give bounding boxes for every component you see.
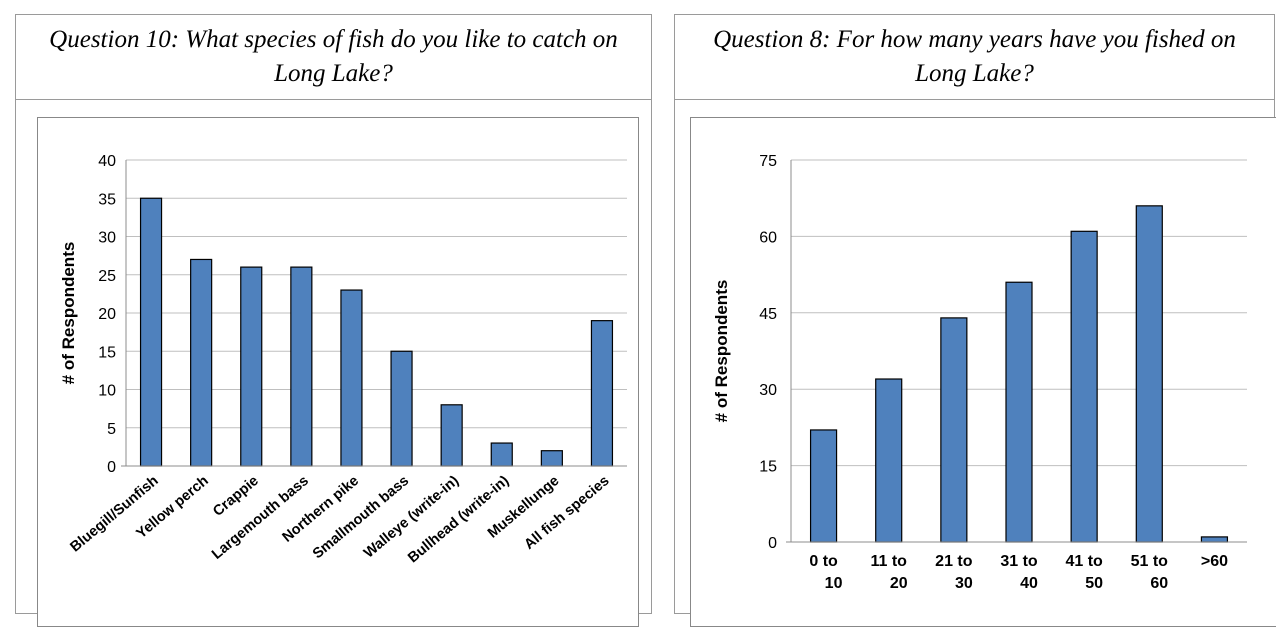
bar: [875, 378, 903, 543]
bar: [1005, 281, 1033, 543]
x-tick-label: 51 to 60: [1131, 553, 1169, 592]
question-10-panel: Question 10: What species of fish do you…: [15, 14, 652, 627]
bar: [540, 450, 563, 467]
y-axis-title: # of Respondents: [59, 242, 78, 385]
bar: [940, 317, 968, 543]
y-tick-label: 10: [98, 383, 116, 400]
question-8-title: Question 8: For how many years have you …: [675, 15, 1274, 100]
x-tick-label: 41 to 50: [1065, 553, 1103, 592]
y-tick-label: 45: [759, 306, 777, 323]
bar: [590, 320, 614, 467]
bar: [1135, 205, 1163, 543]
x-tick-label: 0 to 10: [809, 553, 842, 592]
x-tick-label: 11 to 20: [870, 553, 907, 592]
x-tick-label: All fish species: [521, 473, 612, 553]
bar: [490, 442, 513, 467]
question-10-title: Question 10: What species of fish do you…: [16, 15, 651, 100]
bar: [390, 350, 413, 467]
question-10-chart-frame: 0 5 10 15 20 25 30 35 40 Bluegill/Sunfish Yellow p…: [37, 117, 639, 627]
y-axis-title: # of Respondents: [712, 280, 731, 423]
bar: [340, 289, 363, 467]
x-tick-label: Bluegill/Sunfish: [67, 473, 161, 556]
bar: [139, 197, 163, 467]
bar: [809, 429, 838, 543]
y-tick-label: 35: [98, 191, 116, 208]
bar: [290, 266, 313, 467]
y-tick-label: 30: [98, 230, 116, 247]
question-8-chart: 0 15 30 45 60 75 0 to 10 11 to 20 21 to 30 31 to 40 41…: [712, 153, 1247, 592]
y-tick-label: 75: [759, 153, 777, 170]
question-8-panel: Question 8: For how many years have you …: [674, 14, 1276, 627]
bar: [440, 404, 463, 467]
x-tick-label: >60: [1201, 553, 1228, 570]
y-tick-label: 0: [768, 535, 777, 552]
y-tick-label: 5: [107, 421, 116, 438]
y-tick-label: 15: [759, 459, 777, 476]
y-tick-label: 20: [98, 306, 116, 323]
x-tick-label: 21 to 30: [935, 553, 973, 592]
y-tick-label: 40: [98, 153, 116, 170]
x-tick-label: Largemouth bass: [209, 473, 312, 563]
x-tick-label: 31 to 40: [1000, 553, 1038, 592]
y-tick-label: 15: [98, 344, 116, 361]
y-tick-label: 60: [759, 229, 777, 246]
y-tick-label: 0: [107, 459, 116, 476]
bar: [1070, 230, 1098, 543]
y-tick-label: 25: [98, 268, 116, 285]
question-8-chart-frame: 0 15 30 45 60 75 0 to 10 11 to 20 21 to 30 31 to 40 41…: [690, 117, 1276, 627]
bar: [190, 258, 213, 467]
bar: [240, 266, 263, 467]
y-tick-label: 30: [759, 382, 777, 399]
bar: [1200, 536, 1229, 543]
